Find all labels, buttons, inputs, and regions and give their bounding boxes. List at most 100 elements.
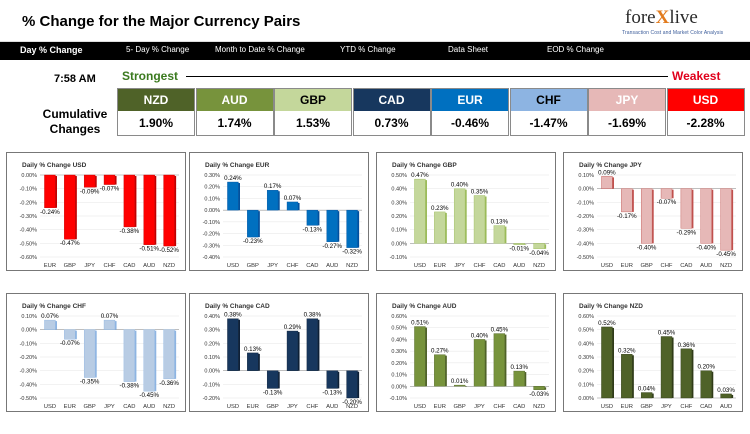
x-tick-label: AUD	[720, 404, 732, 410]
bar-shadow	[337, 211, 340, 242]
currency-value: 1.53%	[295, 116, 331, 130]
bar-shadow	[357, 371, 360, 398]
bar-shadow	[297, 332, 300, 371]
currency-value: -1.47%	[529, 116, 568, 130]
x-tick-label: USD	[414, 263, 426, 269]
data-label: -0.27%	[322, 243, 342, 250]
bar	[700, 370, 712, 399]
bar	[103, 174, 116, 185]
bar	[247, 352, 259, 371]
bar-shadow	[632, 189, 634, 212]
bar-shadow	[425, 327, 427, 387]
x-tick-label: NZD	[163, 263, 175, 269]
bar	[434, 354, 446, 387]
x-tick-label: CAD	[123, 404, 135, 410]
y-tick-label: -0.30%	[577, 228, 595, 234]
bar	[326, 209, 338, 242]
bar	[286, 201, 299, 211]
y-tick-label: -0.20%	[20, 200, 38, 206]
currency-value: 0.73%	[374, 116, 409, 130]
x-tick-label: CHF	[661, 263, 673, 269]
bar-shadow	[317, 319, 320, 371]
y-tick-label: 0.00%	[204, 369, 220, 375]
chart-jpy: Daily % Change JPY 0.10% 0.00% -0.10% -0.20%…	[563, 152, 743, 271]
bar-shadow	[238, 183, 240, 211]
nav-month-to-date[interactable]: Month to Date % Change	[215, 45, 305, 54]
bar-shadow	[465, 189, 467, 244]
bar	[163, 329, 175, 380]
weakest-label: Weakest	[672, 69, 721, 83]
currency-box-nzd: NZD 1.90%	[117, 88, 195, 136]
x-tick-label: EUR	[247, 404, 259, 410]
chart-svg: Daily % Change USD 0.00% -0.10% -0.20% -0.30…	[20, 162, 180, 269]
y-tick-label: 0.40%	[204, 314, 220, 320]
y-tick-label: 0.20%	[391, 361, 407, 367]
y-tick-label: 0.00%	[21, 173, 37, 179]
data-label: 0.51%	[411, 320, 429, 327]
nav-data-sheet[interactable]: Data Sheet	[448, 45, 489, 54]
bar	[700, 188, 712, 244]
y-tick-label: 0.10%	[578, 382, 594, 388]
chart-title: Daily % Change AUD	[392, 303, 457, 310]
x-tick-label: CHF	[474, 263, 486, 269]
bar-shadow	[154, 176, 157, 245]
y-tick-label: -0.20%	[203, 232, 221, 238]
y-tick-label: 0.10%	[204, 355, 220, 361]
data-label: 0.52%	[598, 320, 616, 327]
bar	[453, 384, 466, 387]
currency-value: -2.28%	[686, 116, 725, 130]
bar	[143, 329, 155, 392]
bar	[533, 243, 545, 250]
bar-shadow	[504, 334, 507, 387]
nav-5day-change[interactable]: 5- Day % Change	[126, 45, 190, 54]
nav-day-change[interactable]: Day % Change	[20, 45, 83, 55]
x-tick-label: CAD	[123, 263, 135, 269]
x-tick-label: JPY	[267, 263, 278, 269]
data-label: 0.36%	[678, 342, 696, 349]
data-label: -0.36%	[159, 380, 179, 387]
y-tick-label: -0.10%	[390, 396, 408, 402]
currency-box-chf: CHF -1.47%	[509, 88, 588, 136]
x-tick-label: JPY	[474, 404, 485, 410]
y-tick-label: -0.60%	[20, 255, 38, 261]
chart-title: Daily % Change USD	[22, 162, 87, 169]
chart-eur: Daily % Change EUR 0.30% 0.20% 0.10% 0.00% -0…	[189, 152, 369, 271]
bar-shadow	[652, 393, 654, 398]
x-tick-label: EUR	[64, 404, 76, 410]
y-tick-label: 0.00%	[578, 396, 594, 402]
x-tick-label: USD	[44, 404, 56, 410]
y-tick-label: -0.10%	[20, 341, 38, 347]
y-tick-label: -0.40%	[577, 241, 595, 247]
nav-eod-change[interactable]: EOD % Change	[547, 45, 604, 54]
data-label: 0.03%	[717, 387, 735, 394]
x-tick-label: GBP	[641, 404, 653, 410]
data-label: -0.20%	[342, 399, 362, 406]
bar	[680, 188, 693, 229]
data-label: 0.07%	[41, 313, 59, 320]
chart-title: Daily % Change GBP	[392, 162, 457, 169]
x-tick-label: USD	[414, 404, 426, 410]
x-tick-label: AUD	[143, 263, 155, 269]
chart-svg: Daily % Change NZD 0.60% 0.50% 0.40% 0.30% 0.…	[578, 303, 736, 410]
y-tick-label: 0.20%	[204, 341, 220, 347]
data-label: 0.13%	[510, 364, 528, 371]
y-tick-label: 0.30%	[391, 200, 407, 206]
x-tick-label: CHF	[287, 263, 299, 269]
forexlive-logo[interactable]: foreXlive Transaction Cost and Market Co…	[610, 6, 742, 38]
bar-shadow	[75, 176, 77, 240]
bar	[44, 319, 56, 330]
chart-chf: Daily % Change CHF 0.10% 0.00% -0.10% -0.20%…	[6, 293, 186, 412]
currency-box-gbp: GBP 1.53%	[274, 88, 352, 136]
bar	[44, 174, 56, 208]
data-label: 0.20%	[697, 364, 715, 371]
y-tick-label: -0.10%	[203, 382, 221, 388]
bar	[64, 174, 76, 240]
data-label: -0.38%	[120, 228, 140, 235]
timestamp: 7:58 AM	[54, 73, 96, 85]
x-tick-label: JPY	[454, 263, 465, 269]
nav-ytd-change[interactable]: YTD % Change	[340, 45, 396, 54]
x-tick-label: AUD	[326, 404, 338, 410]
bar-shadow	[174, 330, 177, 379]
bar	[473, 339, 486, 387]
bar	[720, 393, 732, 399]
